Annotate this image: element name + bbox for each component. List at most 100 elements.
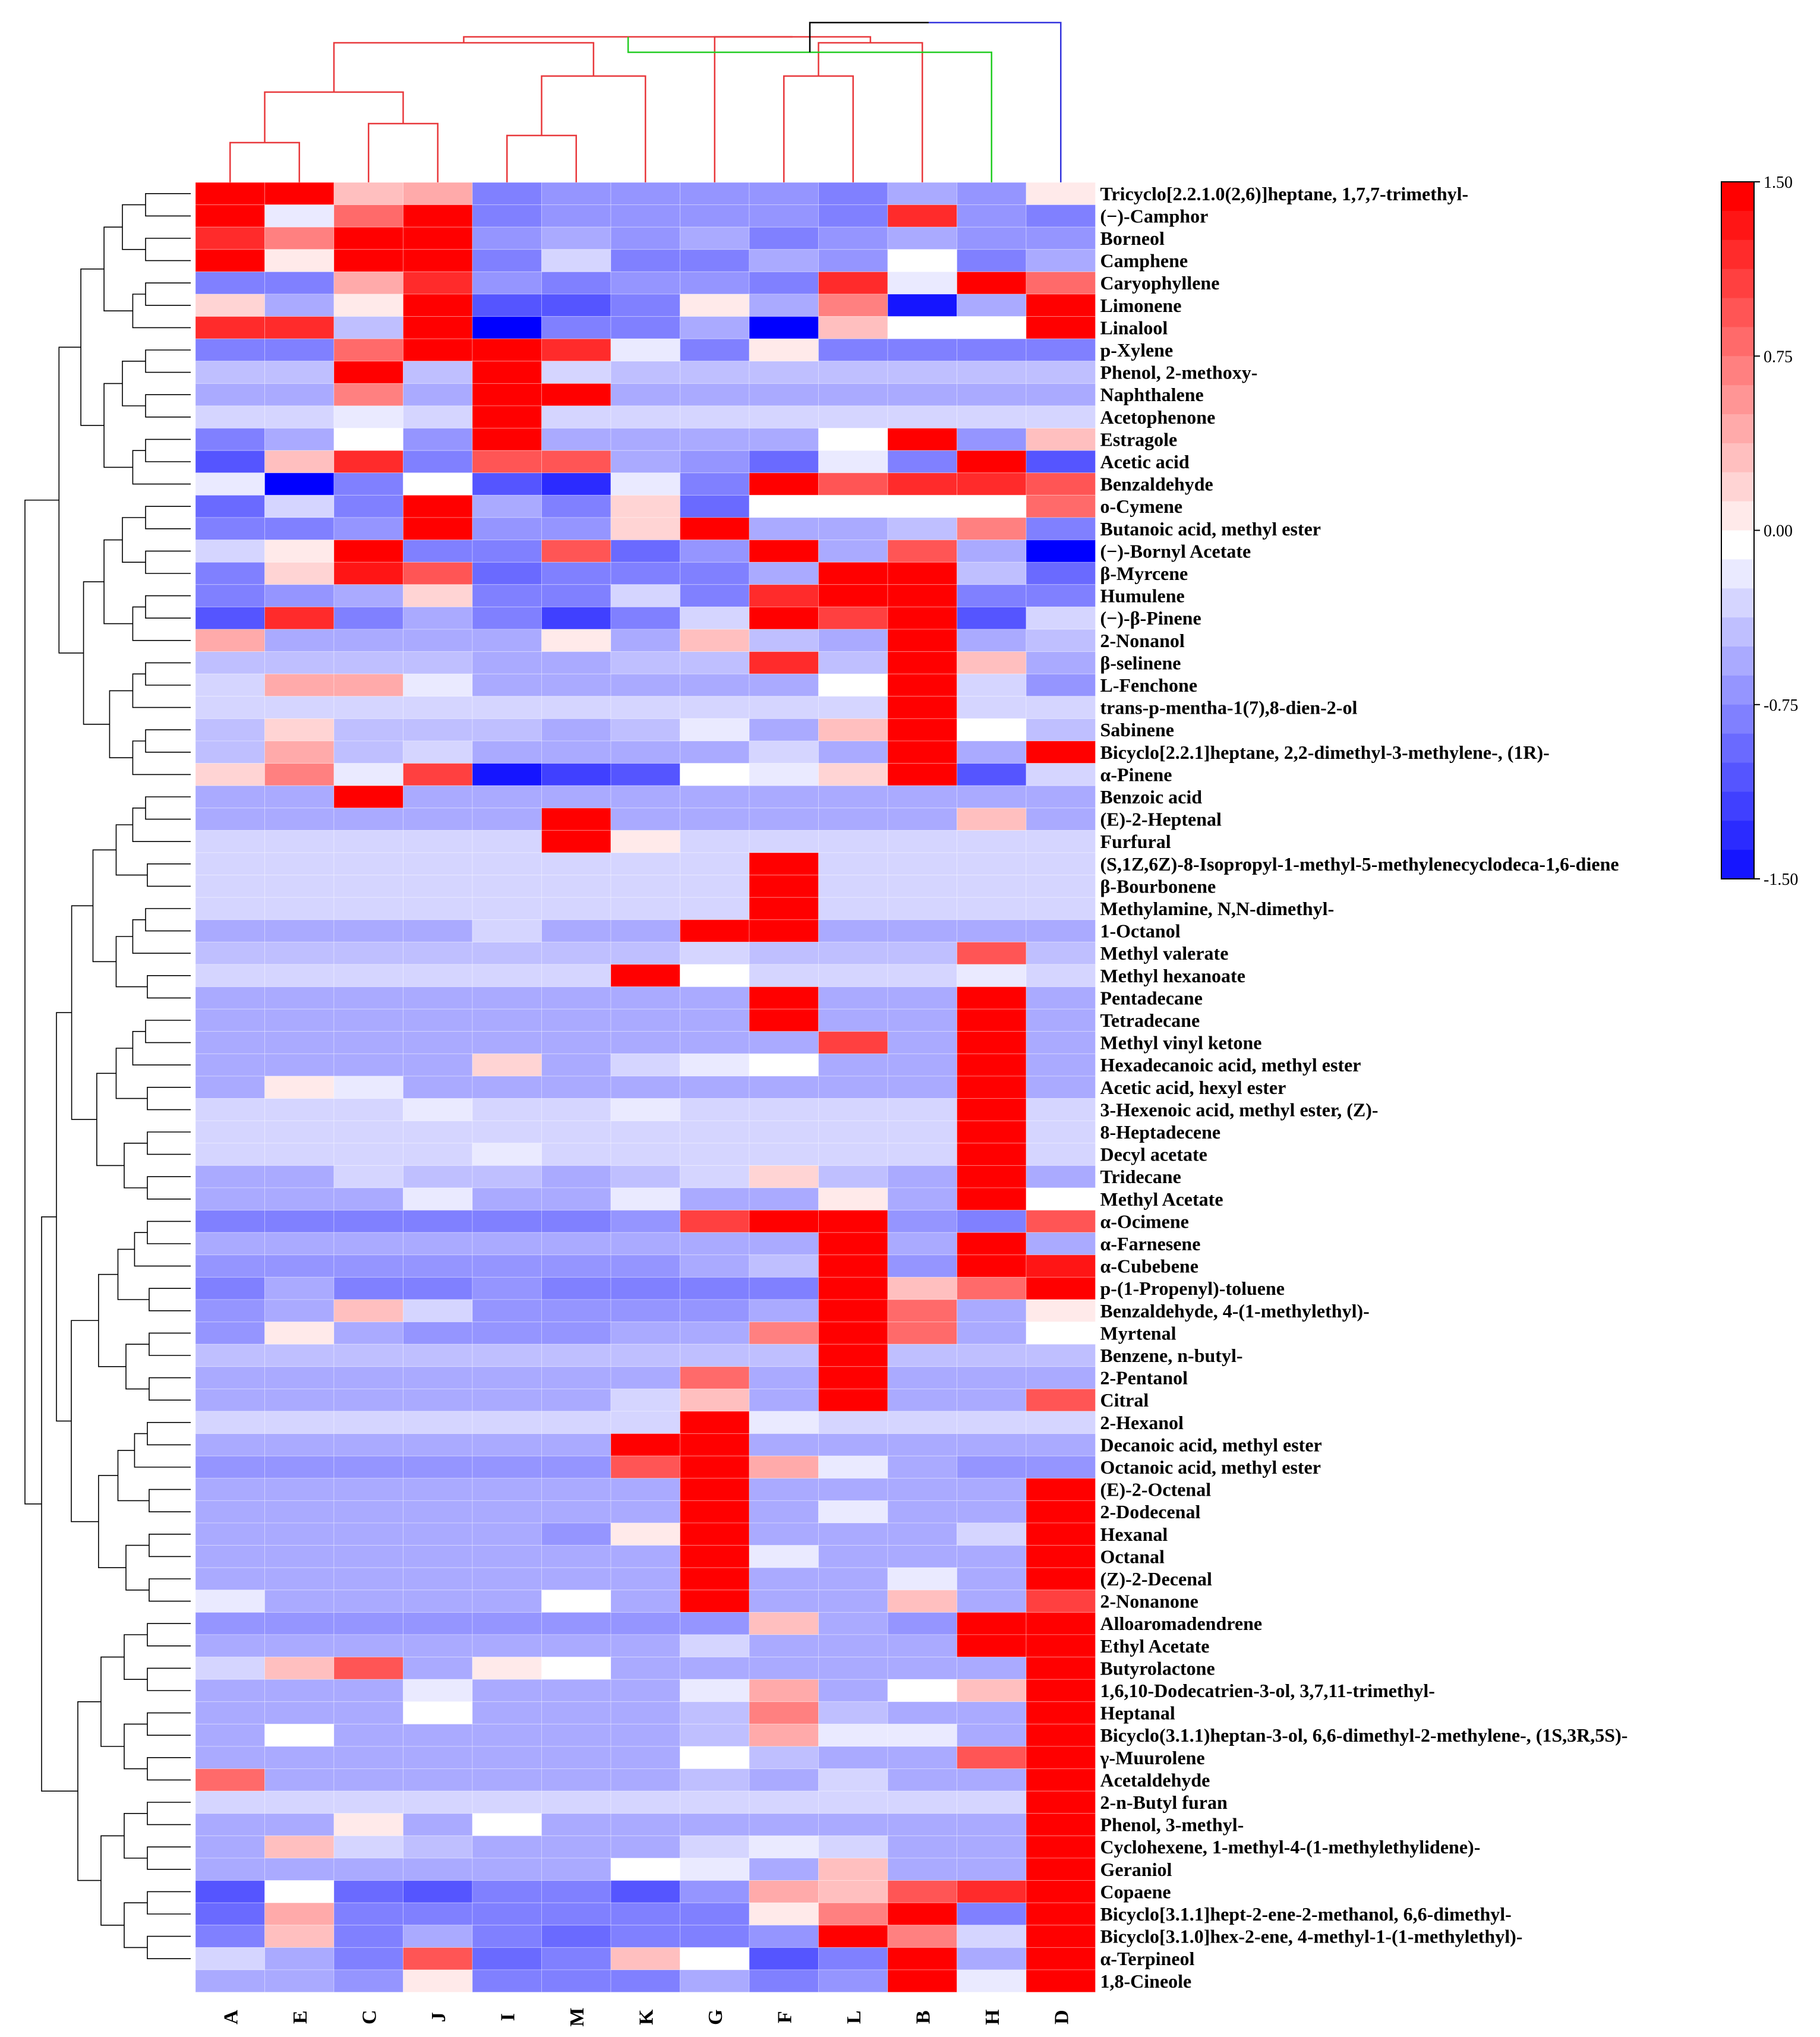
heatmap-cell xyxy=(887,1813,957,1836)
heatmap-cell xyxy=(1026,294,1096,317)
heatmap-cell xyxy=(264,763,335,786)
row-label: 2-Nonanone xyxy=(1100,1591,1198,1612)
heatmap-cell xyxy=(957,606,1027,630)
row-label: Pentadecane xyxy=(1100,987,1203,1008)
heatmap-cell xyxy=(333,1388,403,1412)
heatmap-cell xyxy=(195,1076,265,1099)
heatmap-cell xyxy=(264,1254,335,1278)
heatmap-cell xyxy=(541,941,611,965)
heatmap-cell xyxy=(1026,1344,1096,1367)
row-label: Benzene, n-butyl- xyxy=(1100,1345,1243,1366)
heatmap-cell xyxy=(749,629,819,652)
heatmap-cell xyxy=(541,1478,611,1501)
row-label: Methylamine, N,N-dimethyl- xyxy=(1100,898,1335,919)
heatmap-cell xyxy=(610,808,680,831)
heatmap-cell xyxy=(541,494,611,518)
heatmap-cell xyxy=(195,1210,265,1233)
heatmap-cell xyxy=(264,1366,335,1389)
heatmap-cell xyxy=(264,494,335,518)
heatmap-cell xyxy=(957,1076,1027,1099)
heatmap-cell xyxy=(472,1723,542,1747)
heatmap-cell xyxy=(818,517,888,541)
heatmap-cell xyxy=(957,361,1027,384)
heatmap-cell xyxy=(1026,1567,1096,1591)
heatmap-cell xyxy=(333,1880,403,1903)
heatmap-cell xyxy=(680,1276,750,1300)
heatmap-cell xyxy=(887,584,957,607)
heatmap-cell xyxy=(887,1411,957,1434)
heatmap-cell xyxy=(957,1813,1027,1836)
row-label: α-Ocimene xyxy=(1100,1210,1189,1232)
colorbar-tick-label: 0.00 xyxy=(1764,522,1793,541)
heatmap-cell xyxy=(957,1031,1027,1054)
heatmap-cell xyxy=(264,1858,335,1881)
dendrogram-link xyxy=(145,394,191,418)
heatmap-cell xyxy=(403,1411,473,1434)
heatmap-cell xyxy=(818,1813,888,1836)
row-label: 2-n-Butyl furan xyxy=(1100,1792,1228,1813)
heatmap-cell xyxy=(818,785,888,809)
heatmap-cell xyxy=(610,897,680,920)
heatmap-cell xyxy=(403,1299,473,1323)
heatmap-cell xyxy=(403,1053,473,1077)
heatmap-cell xyxy=(472,986,542,1010)
heatmap-cell xyxy=(680,606,750,630)
heatmap-cell xyxy=(333,964,403,988)
row-label: Borneol xyxy=(1100,228,1165,249)
heatmap-cell xyxy=(333,1657,403,1680)
heatmap-cell xyxy=(403,964,473,988)
heatmap-cell xyxy=(818,1858,888,1881)
heatmap-cell xyxy=(887,1232,957,1256)
heatmap-cell xyxy=(887,740,957,764)
heatmap-cell xyxy=(541,1076,611,1099)
heatmap-cell xyxy=(472,472,542,496)
heatmap-cell xyxy=(610,1679,680,1702)
heatmap-cell xyxy=(680,1411,750,1434)
row-label: Geraniol xyxy=(1100,1859,1172,1880)
heatmap-cell xyxy=(333,584,403,607)
heatmap-cell xyxy=(680,875,750,898)
colorbar-segment xyxy=(1721,733,1754,764)
heatmap-cell xyxy=(1026,517,1096,541)
column-label: J xyxy=(428,2012,450,2022)
heatmap-cell xyxy=(264,1478,335,1501)
heatmap-cell xyxy=(195,1880,265,1903)
heatmap-cell xyxy=(610,1254,680,1278)
heatmap-cell xyxy=(957,1344,1027,1367)
heatmap-cell xyxy=(887,1276,957,1300)
heatmap-cell xyxy=(818,1366,888,1389)
heatmap-cell xyxy=(887,1902,957,1926)
heatmap-cell xyxy=(195,629,265,652)
heatmap-cell xyxy=(610,629,680,652)
dendrogram-link xyxy=(368,122,439,182)
heatmap-cell xyxy=(610,785,680,809)
heatmap-cell xyxy=(195,1679,265,1702)
heatmap-cell xyxy=(818,1232,888,1256)
heatmap-cell xyxy=(472,1232,542,1256)
heatmap-cell xyxy=(403,1768,473,1792)
heatmap-cell xyxy=(541,562,611,585)
heatmap-cell xyxy=(333,1612,403,1635)
row-label: Butanoic acid, methyl ester xyxy=(1100,518,1321,540)
heatmap-cell xyxy=(333,182,403,206)
heatmap-cell xyxy=(1026,1120,1096,1144)
heatmap-cell xyxy=(333,1634,403,1658)
colorbar-segment xyxy=(1721,821,1754,850)
heatmap-cell xyxy=(680,1835,750,1859)
heatmap-cell xyxy=(749,1858,819,1881)
heatmap-cell xyxy=(887,1388,957,1412)
heatmap-cell xyxy=(333,941,403,965)
heatmap-cell xyxy=(403,1276,473,1300)
heatmap-cell xyxy=(541,1634,611,1658)
heatmap-cell xyxy=(333,986,403,1010)
dendrogram-link xyxy=(117,1248,149,1300)
heatmap-cell xyxy=(680,740,750,764)
heatmap-cell xyxy=(887,428,957,451)
heatmap-cell xyxy=(333,1008,403,1032)
heatmap-cell xyxy=(195,204,265,228)
heatmap-cell xyxy=(333,1322,403,1345)
heatmap-cell xyxy=(1026,986,1096,1010)
heatmap-cell xyxy=(610,1210,680,1233)
heatmap-cell xyxy=(957,1388,1027,1412)
heatmap-cell xyxy=(403,226,473,250)
